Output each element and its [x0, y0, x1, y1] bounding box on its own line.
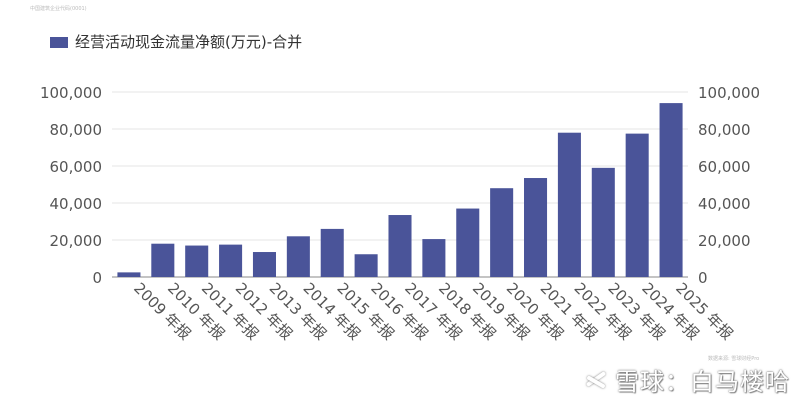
legend[interactable]: 经营活动现金流量净额(万元)-合并	[50, 33, 302, 51]
bar[interactable]	[659, 103, 683, 277]
legend-label: 经营活动现金流量净额(万元)-合并	[75, 33, 302, 51]
y-tick-label-left: 0	[92, 269, 102, 287]
tick-labels: 0 0 20,000 20,000 40,000 40,000 60,000 60,000 80…	[40, 84, 760, 343]
bar[interactable]	[422, 239, 446, 277]
bar[interactable]	[557, 132, 581, 277]
bar[interactable]	[151, 243, 175, 277]
bar[interactable]	[286, 236, 310, 277]
bar[interactable]	[524, 178, 548, 277]
y-tick-label-left: 60,000	[50, 158, 103, 176]
legend-swatch	[50, 37, 68, 48]
y-tick-label-left: 40,000	[50, 195, 103, 213]
bar[interactable]	[219, 244, 243, 277]
bars	[117, 103, 683, 277]
y-tick-label-right: 80,000	[698, 121, 751, 139]
bar[interactable]	[625, 133, 649, 277]
y-tick-label-right: 40,000	[698, 195, 751, 213]
y-tick-label-left: 100,000	[40, 84, 102, 102]
bar[interactable]	[591, 167, 615, 277]
y-tick-label-left: 20,000	[50, 232, 103, 250]
y-tick-label-right: 0	[698, 269, 708, 287]
snowball-logo-icon	[583, 369, 609, 391]
bar[interactable]	[252, 252, 276, 277]
bar[interactable]	[490, 188, 514, 277]
footer-note: 数据来源: 雪球财经Pro	[708, 356, 760, 362]
watermark: 雪球：白马楼哈	[583, 362, 790, 397]
bar[interactable]	[456, 208, 480, 277]
bar[interactable]	[354, 254, 378, 277]
y-tick-label-left: 80,000	[50, 121, 103, 139]
y-tick-label-right: 100,000	[698, 84, 760, 102]
bar[interactable]	[117, 272, 141, 277]
watermark-text: 雪球：白马楼哈	[615, 368, 790, 396]
y-tick-label-right: 60,000	[698, 158, 751, 176]
bar[interactable]	[320, 228, 344, 277]
bar[interactable]	[388, 215, 412, 277]
bar[interactable]	[185, 245, 209, 277]
header-note: 中国建筑企业代码(0001)	[30, 6, 87, 12]
y-tick-label-right: 20,000	[698, 232, 751, 250]
